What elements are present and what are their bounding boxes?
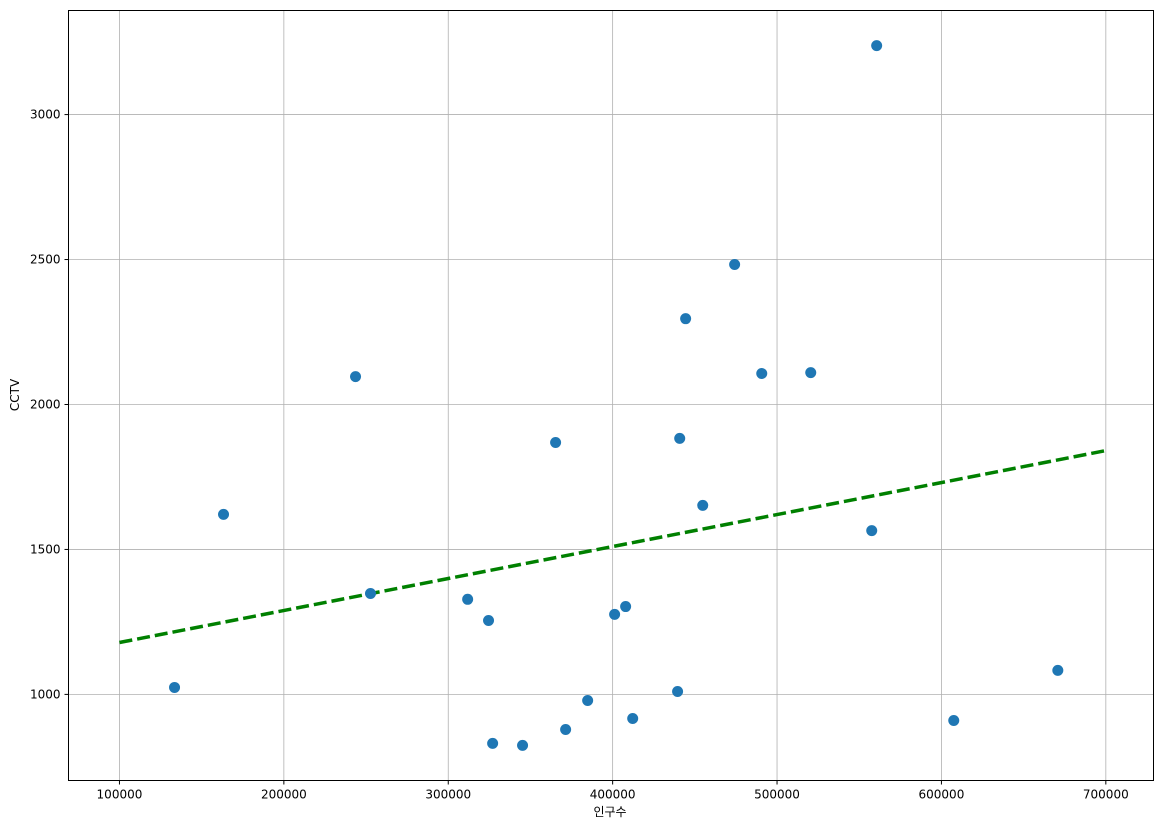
scatter-point	[1052, 664, 1064, 676]
ticks-group: 100000 200000 300000 400000 500000 600000 7000…	[30, 108, 1129, 802]
x-tick-label: 300000	[425, 788, 471, 802]
y-tick-label: 2000	[30, 397, 61, 411]
scatter-point	[350, 371, 362, 383]
scatter-point	[462, 593, 474, 605]
scatter-point	[517, 739, 529, 751]
x-tick-label: 500000	[754, 788, 800, 802]
scatter-point	[487, 737, 499, 749]
scatter-point	[729, 258, 741, 270]
scatter-point	[364, 588, 376, 600]
scatter-point	[483, 614, 495, 626]
y-tick-label: 2500	[30, 253, 61, 267]
scatter-point	[697, 499, 709, 511]
scatter-point	[871, 40, 883, 52]
scatter-point	[620, 601, 632, 613]
y-axis-label: CCTV	[8, 378, 22, 411]
scatter-point	[609, 608, 621, 620]
trend-line-group	[119, 448, 1107, 645]
points-group	[169, 40, 1064, 751]
plot-frame	[68, 10, 1154, 781]
trend-line	[119, 448, 1107, 645]
scatter-point	[672, 685, 684, 697]
scatter-point	[627, 712, 639, 724]
y-tick-label: 3000	[30, 108, 61, 122]
scatter-point	[866, 525, 878, 537]
scatter-point	[218, 508, 230, 520]
x-axis-label: 인구수	[593, 805, 626, 819]
scatter-point	[756, 367, 768, 379]
scatter-point	[169, 681, 181, 693]
scatter-point	[582, 694, 594, 706]
y-tick-label: 1000	[30, 687, 61, 701]
x-tick-label: 600000	[919, 788, 965, 802]
x-tick-label: 200000	[261, 788, 307, 802]
y-tick-label: 1500	[30, 542, 61, 556]
scatter-point	[805, 367, 817, 379]
scatter-point	[674, 432, 686, 444]
scatter-point	[680, 313, 692, 325]
x-tick-label: 100000	[97, 788, 143, 802]
scatter-point	[560, 723, 572, 735]
x-tick-label: 700000	[1083, 788, 1129, 802]
scatter-point	[948, 714, 960, 726]
x-tick-label: 400000	[590, 788, 636, 802]
grid	[68, 10, 1154, 781]
scatter-point	[550, 436, 562, 448]
